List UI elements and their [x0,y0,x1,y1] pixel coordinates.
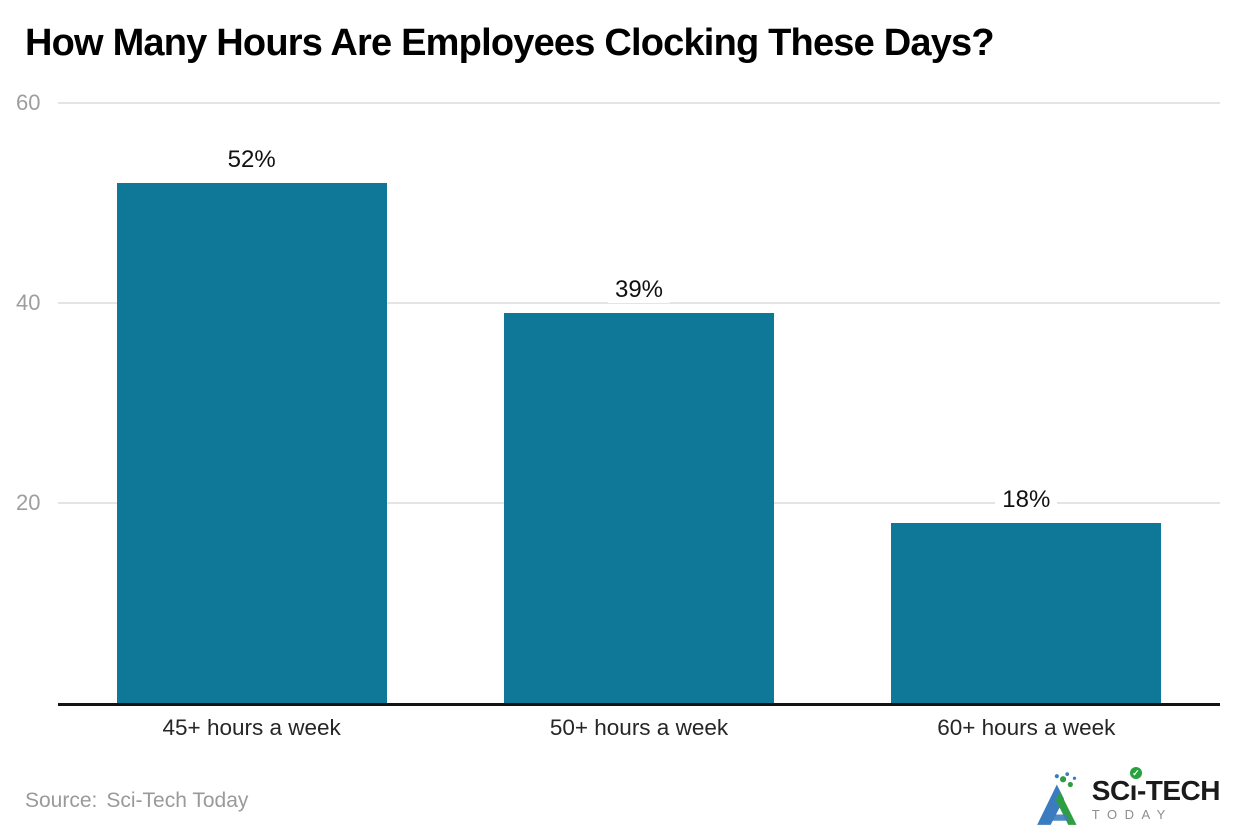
chart-title: How Many Hours Are Employees Clocking Th… [25,22,995,64]
value-label-1: 39% [549,276,729,304]
x-category-label-1: 50+ hours a week [549,715,729,740]
logo-check-icon: ✓ [1129,767,1142,779]
logo-i: ı ✓ [1129,767,1142,805]
gridline-60 [58,102,1220,104]
logo-sc: SC [1091,775,1130,806]
y-tick-label-40: 40 [16,290,41,315]
source-label: Source: [25,789,98,812]
x-axis-line [58,703,1220,706]
x-category-label-2: 60+ hours a week [937,715,1116,740]
logo-tech: -TECH [1136,775,1221,806]
bar-60-hours-a-week [891,523,1162,703]
x-category-label-0: 45+ hours a week [162,715,341,740]
logo-line1: SC ı ✓ -TECH [1091,767,1221,806]
y-tick-label-60: 60 [16,90,41,115]
y-tick-label-20: 20 [16,490,41,515]
value-label-0: 52% [162,146,342,174]
scitech-logo-text: SC ı ✓ -TECH TODAY [1091,767,1221,822]
gridline-40 [58,302,1220,304]
source-value: Sci-Tech Today [106,789,249,812]
scitech-logo-mark-icon [1036,772,1077,825]
logo-today: TODAY [1091,807,1173,822]
value-label-2: 18% [936,486,1116,514]
bar-50-hours-a-week [504,313,774,703]
source-line: Source: Sci-Tech Today [25,789,248,813]
bar-45-hours-a-week [116,183,387,703]
scitech-logo: SC ı ✓ -TECH TODAY [1035,767,1221,827]
